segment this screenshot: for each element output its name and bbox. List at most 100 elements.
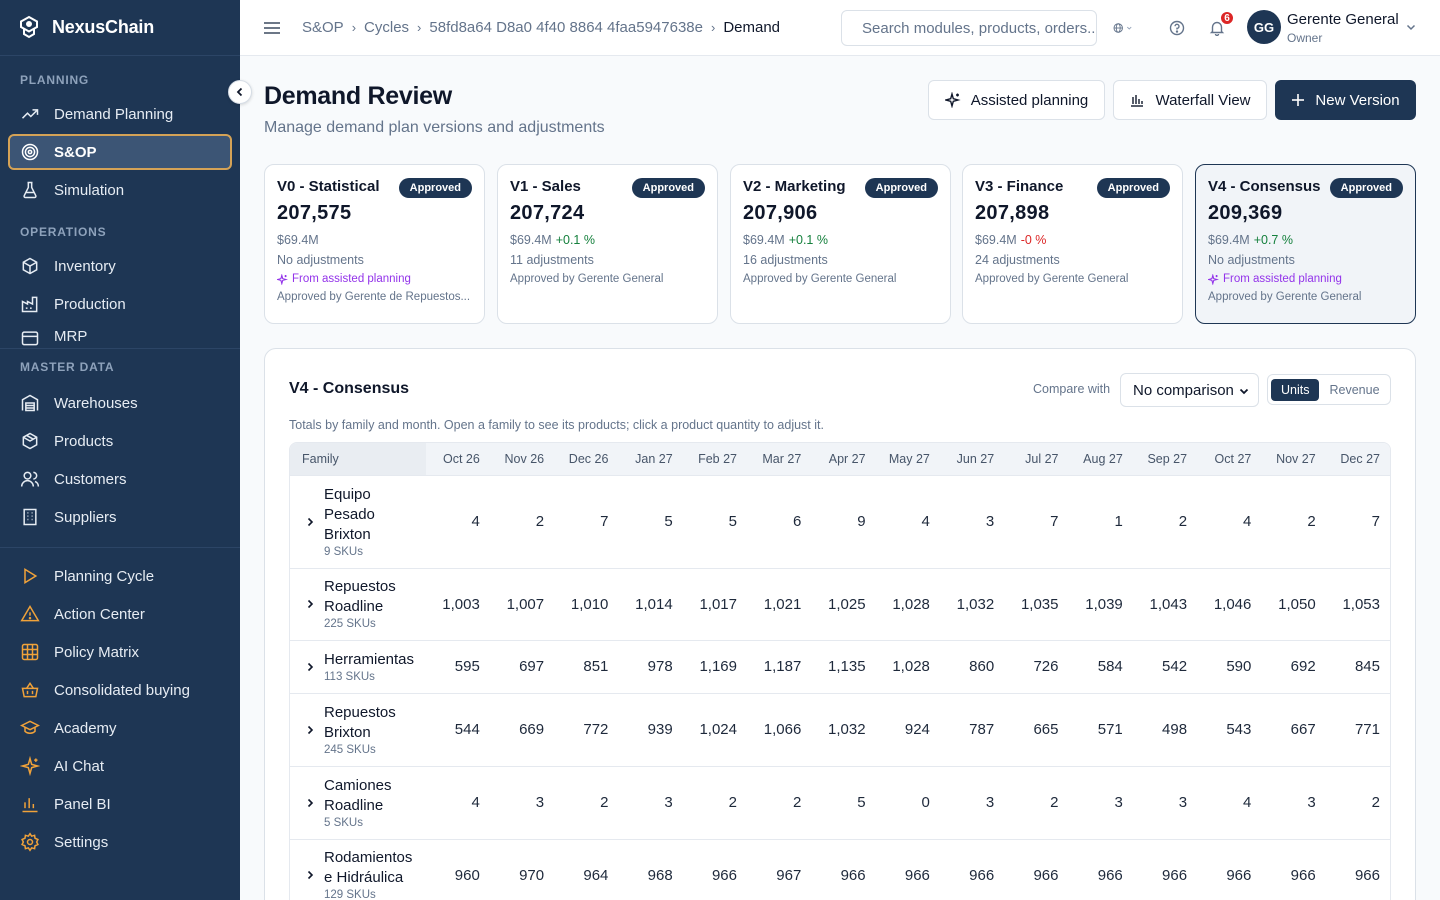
breadcrumb-sop[interactable]: S&OP	[302, 19, 344, 36]
target-icon	[21, 143, 39, 161]
version-card-v2[interactable]: V2 - Marketing Approved 207,906 $69.4M +0…	[730, 164, 951, 324]
quantity-cell: 1,010	[570, 595, 609, 613]
graduation-icon	[20, 720, 40, 734]
quantity-cell: 1,025	[828, 595, 866, 613]
breadcrumb-cycles[interactable]: Cycles	[364, 19, 410, 36]
new-version-label: New Version	[1315, 91, 1400, 109]
sidebar-item-ai-chat[interactable]: AI Chat	[8, 748, 232, 784]
sidebar-item-panel-bi[interactable]: Panel BI	[8, 786, 232, 822]
family-cell[interactable]: Repuestos Roadline 225 SKUs	[290, 568, 426, 640]
quantity-cell: 4	[1243, 794, 1252, 811]
family-cell[interactable]: Repuestos Brixton 245 SKUs	[290, 693, 426, 766]
quantity-cell: 978	[647, 658, 673, 675]
sidebar-item-sop[interactable]: S&OP	[8, 134, 232, 170]
chevron-right-icon: ›	[351, 20, 357, 35]
toggle-revenue[interactable]: Revenue	[1329, 382, 1380, 397]
quantity-cell: 966	[1097, 866, 1123, 884]
logo-icon	[20, 15, 38, 38]
chevron-right-icon[interactable]	[304, 598, 316, 610]
table-row: Equipo Pesado Brixton 9 SKUs 4 2 7 5 5 6 9 4 3 7 1 2 4…	[290, 475, 1390, 568]
quantity-cell: 2	[600, 794, 609, 811]
search-input[interactable]: Search modules, products, orders...	[841, 10, 1097, 46]
quantity-cell: 544	[454, 721, 480, 738]
chevron-right-icon[interactable]	[304, 516, 316, 528]
sidebar-collapse-button[interactable]	[228, 80, 252, 104]
quantity-cell: 1,187	[763, 658, 802, 675]
quantity-cell: 1,135	[828, 658, 866, 675]
quantity-cell: 0	[921, 794, 930, 811]
quantity-cell: 3	[985, 794, 995, 811]
sidebar-item-label: Production	[54, 295, 126, 313]
quantity-cell: 1,046	[1213, 595, 1252, 613]
version-adjustments: 24 adjustments	[975, 253, 1060, 267]
chevron-right-icon[interactable]	[304, 869, 316, 881]
factory-icon	[21, 296, 38, 313]
quantity-cell: 4	[1243, 513, 1252, 530]
chevron-right-icon[interactable]	[304, 724, 316, 736]
version-card-v1[interactable]: V1 - Sales Approved 207,724 $69.4M +0.1 %…	[497, 164, 718, 324]
quantity-cell: 860	[969, 658, 995, 675]
chevron-right-icon[interactable]	[304, 661, 316, 673]
menu-icon[interactable]	[262, 18, 282, 38]
quantity-cell: 2	[1050, 794, 1059, 811]
version-card-v4[interactable]: V4 - Consensus Approved 209,369 $69.4M +0…	[1195, 164, 1416, 324]
app-logo[interactable]: NexusChain	[0, 0, 240, 56]
sidebar-item-products[interactable]: Products	[8, 423, 232, 459]
quantity-cell: 3	[664, 794, 673, 811]
family-cell[interactable]: Rodamientos e Hidráulica 129 SKUs	[290, 839, 426, 900]
sidebar-item-simulation[interactable]: Simulation	[8, 172, 232, 208]
version-name: V1 - Sales	[510, 178, 581, 195]
version-card-v0[interactable]: V0 - Statistical Approved 207,575 $69.4M…	[264, 164, 485, 324]
sidebar-item-action-center[interactable]: Action Center	[8, 596, 232, 632]
sidebar-item-academy[interactable]: Academy	[8, 710, 232, 746]
status-badge: Approved	[1329, 178, 1403, 198]
new-version-button[interactable]: New Version	[1275, 80, 1416, 120]
column-header-month: Jan 27	[618, 443, 683, 476]
chevron-down-icon[interactable]	[1405, 21, 1417, 33]
sidebar-item-production[interactable]: Production	[8, 286, 232, 322]
family-sku-count: 5 SKUs	[324, 816, 363, 829]
assisted-planning-button[interactable]: Assisted planning	[928, 80, 1105, 120]
version-card-v3[interactable]: V3 - Finance Approved 207,898 $69.4M -0 %…	[962, 164, 1183, 324]
sidebar-item-inventory[interactable]: Inventory	[8, 248, 232, 284]
table-row: Herramientas 113 SKUs 595 697 851 978 1,169 1,1…	[290, 640, 1390, 693]
quantity-cell: 5	[664, 513, 673, 530]
family-cell[interactable]: Camiones Roadline 5 SKUs	[290, 766, 426, 839]
breadcrumb-cycle-id[interactable]: 58fd8a64 D8a0 4f40 8864 4faa5947638e	[429, 19, 703, 36]
version-delta: -0 %	[1020, 233, 1047, 247]
sidebar-item-settings[interactable]: Settings	[8, 824, 232, 860]
sidebar-item-suppliers[interactable]: Suppliers	[8, 499, 232, 535]
sidebar-item-consolidated-buying[interactable]: Consolidated buying	[8, 672, 232, 708]
sidebar-item-warehouses[interactable]: Warehouses	[8, 385, 232, 421]
column-header-month: Mar 27	[747, 443, 812, 476]
column-header-month: Feb 27	[682, 443, 747, 476]
notifications-button[interactable]	[1209, 18, 1229, 38]
chevron-right-icon[interactable]	[304, 797, 316, 809]
chevron-right-icon: ›	[417, 20, 422, 35]
sidebar-item-mrp[interactable]: MRP	[8, 324, 232, 346]
sidebar-item-demand-planning[interactable]: Demand Planning	[8, 96, 232, 132]
user-name[interactable]: Gerente General	[1287, 11, 1399, 28]
column-header-month: Jul 27	[1004, 443, 1069, 476]
sidebar-item-label: S&OP	[54, 143, 97, 161]
family-cell[interactable]: Herramientas 113 SKUs	[290, 640, 426, 693]
quantity-cell: 939	[647, 721, 673, 738]
avatar[interactable]: GG	[1247, 10, 1281, 44]
quantity-cell: 1	[1114, 513, 1123, 530]
quantity-cell: 2	[1307, 513, 1316, 530]
sidebar-item-customers[interactable]: Customers	[8, 461, 232, 497]
toggle-units[interactable]: Units	[1271, 378, 1320, 401]
assisted-tag: From assisted planning	[277, 273, 472, 285]
sidebar-item-label: Inventory	[54, 257, 116, 275]
sidebar-item-policy-matrix[interactable]: Policy Matrix	[8, 634, 232, 670]
compare-select[interactable]: No comparison	[1120, 373, 1259, 407]
quantity-cell: 1,032	[956, 595, 995, 613]
sidebar-item-label: Panel BI	[54, 795, 111, 813]
quantity-cell: 1,024	[699, 721, 737, 738]
language-selector[interactable]	[1113, 18, 1133, 38]
help-button[interactable]	[1169, 18, 1189, 38]
sidebar-item-planning-cycle[interactable]: Planning Cycle	[8, 558, 232, 594]
family-cell[interactable]: Equipo Pesado Brixton 9 SKUs	[290, 475, 426, 568]
play-icon	[24, 567, 38, 585]
waterfall-view-button[interactable]: Waterfall View	[1113, 80, 1267, 120]
